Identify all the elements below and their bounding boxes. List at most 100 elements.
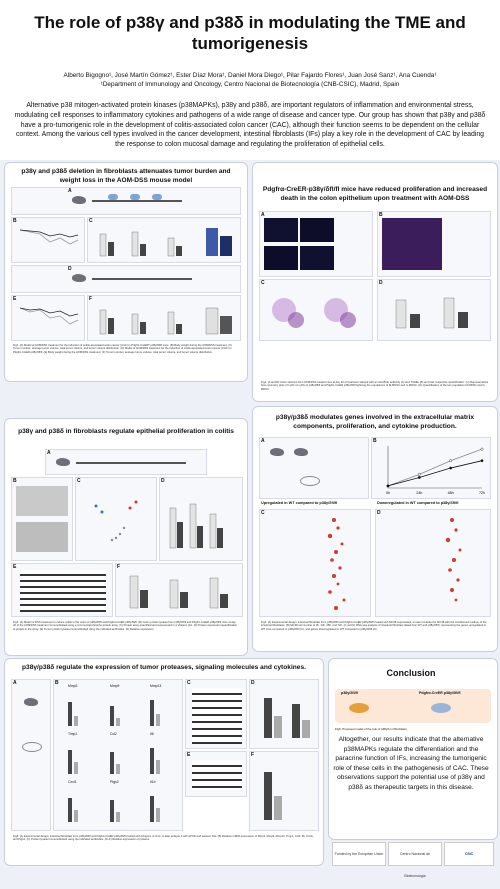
micrograph-brdu-3 (264, 246, 298, 270)
dss-block-1 (108, 194, 118, 200)
timeline-bar (92, 278, 192, 280)
x-tick-label: 0h (386, 491, 390, 495)
panel-title: p38γ and p38δ deletion in fibroblasts at… (21, 168, 231, 184)
figure-4b-growth: B 0h 24h 48h 72h (371, 437, 491, 499)
label-b: B (13, 478, 17, 484)
figure-1e-weight: E (11, 295, 85, 341)
figure-3f-quant: F (115, 563, 243, 617)
ko-label: Pdgfrα-CreER p38γ/δfl/fl (419, 691, 461, 695)
figure-3b-array: B (11, 477, 73, 561)
poster-title: The role of p38γ and p38δ in modulating … (34, 13, 466, 53)
label-e: E (187, 752, 191, 758)
western-blot (20, 570, 106, 612)
weight-chart-b (19, 229, 79, 245)
author-list: Alberto Bigogno¹, José Martín Gómez¹, Es… (10, 71, 490, 89)
figure-5b-qpcr: B Mmp3 Mmp9 Mmp13 Timp1 Ccl2 Il6 Cxcl1 P… (53, 679, 183, 831)
figure-caption: Fig1. (A) Model of AOM/DSS treatment for… (13, 344, 232, 354)
panel-title: p38γ and p38δ in fibroblasts regulate ep… (18, 428, 234, 435)
intro-paragraph: Alternative p38 mitogen-activated protei… (14, 102, 486, 149)
mouse-icon (56, 458, 70, 466)
gene-label: Mmp9 (110, 684, 120, 688)
dss-block-3 (152, 194, 162, 200)
logo-cnb: Centro Nacional de Biotecnología (388, 842, 442, 878)
data-point (449, 459, 453, 463)
figure-5f-quant: F (249, 751, 319, 831)
data-point (480, 459, 484, 463)
label-c: C (261, 280, 265, 286)
quant-bars-d (264, 698, 310, 738)
label-f: F (117, 564, 121, 570)
gene-label: Il1b (150, 780, 156, 784)
mouse-icon (72, 274, 86, 282)
authors-line: Alberto Bigogno¹, José Martín Gómez¹, Es… (63, 72, 437, 79)
dotplot-up (327, 518, 346, 610)
figure-2d-mdsc: D (377, 279, 491, 341)
chart-axis (387, 446, 482, 489)
figure-1b-weight: B (11, 217, 85, 263)
label-f: F (89, 296, 93, 302)
panel-epithelial: p38γ and p38δ in fibroblasts regulate ep… (4, 418, 248, 656)
mouse-icon (72, 196, 86, 204)
conclusion-text: Altogether, our results indicate that th… (333, 736, 489, 791)
label-b: B (55, 680, 59, 686)
x-tick-label: 72h (479, 491, 485, 495)
logo-csic: CSIC (444, 842, 494, 866)
label-d: D (251, 680, 255, 686)
figure-4c-dotplot: C (259, 509, 371, 617)
x-tick-label: 48h (448, 491, 454, 495)
logo-eu: Funded by the European Union (332, 842, 386, 866)
label-d: D (377, 510, 381, 516)
figure-2c-flow: C (259, 279, 373, 341)
mouse-icon (24, 698, 38, 706)
figure-3e-western: E (11, 563, 113, 617)
figure-4a-design: A (259, 437, 369, 499)
poster-header: The role of p38γ and p38δ in modulating … (0, 0, 500, 160)
micrograph-brdu-2 (300, 218, 334, 242)
dotplot-down (445, 518, 462, 602)
data-point (449, 466, 453, 470)
data-point (480, 447, 484, 451)
series-line (387, 448, 483, 487)
gene-label: Ptgs2 (110, 780, 119, 784)
label-f: F (251, 752, 255, 758)
figure-3a-timeline: A (45, 449, 207, 475)
label-b: B (373, 438, 377, 444)
dss-block-2 (130, 194, 140, 200)
figure-1f-tumors: F (87, 295, 241, 341)
panel-proliferation: Pdgfrα-CreER-p38γ/δfl/fl mice have reduc… (252, 162, 498, 402)
figure-1d-timeline: D (11, 265, 241, 293)
volcano-plot (94, 500, 138, 542)
mouse-icon (270, 448, 284, 456)
panel-ecm-genes: p38γ/p38δ modulates genes involved in th… (252, 406, 498, 652)
qpcr-bars (68, 700, 160, 822)
weight-chart-e (19, 307, 79, 325)
affiliation-line: ¹Department of Immunology and Oncology, … (100, 81, 400, 88)
label-c: C (187, 680, 191, 686)
panel-conclusion: p38γ/δfl/fl Pdgfrα-CreER p38γ/δfl/fl Fig… (328, 658, 498, 840)
panel-proteases: p38γ/p38δ regulate the expression of tum… (4, 658, 324, 866)
label-a: A (47, 450, 51, 456)
figure-caption: Fig5. (A) Experimental design: intestina… (13, 835, 314, 842)
upregulated-heading: Upregulated in WT compared to p38γ/δfl/f… (261, 501, 338, 505)
figure-5c-western: C (185, 679, 247, 749)
western-blot (192, 688, 242, 744)
micrograph-brdu-4 (300, 246, 334, 270)
tumor-bars-c (99, 228, 232, 257)
gene-label: Il6 (150, 732, 154, 736)
label-a: A (261, 212, 265, 218)
fibroblast-icon (349, 703, 369, 713)
data-point (417, 472, 421, 476)
figure-1c-tumors: C (87, 217, 241, 263)
figure-5d-quant: D (249, 679, 319, 749)
culture-dish-icon (22, 742, 42, 752)
figure-2a-brdu: A (259, 211, 373, 277)
label-c: C (77, 478, 81, 484)
gene-label: Mmp13 (150, 684, 162, 688)
gene-label: Timp1 (68, 732, 78, 736)
series-line (387, 460, 483, 487)
wt-label: p38γ/δfl/fl (341, 691, 358, 695)
timeline-bar (76, 462, 186, 464)
expression-bars (169, 503, 223, 549)
flow-plots (272, 298, 356, 328)
gene-label: Ccl2 (110, 732, 117, 736)
